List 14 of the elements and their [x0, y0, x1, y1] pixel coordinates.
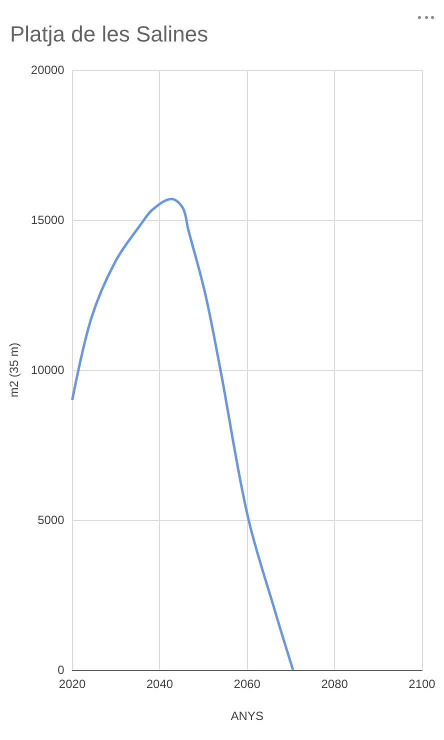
x-tick-label: 2040 [146, 677, 174, 691]
line-series [71, 198, 294, 672]
x-tick-label: 2020 [58, 677, 86, 691]
y-tick-label: 15000 [30, 213, 65, 227]
x-tick-label: 2080 [321, 677, 348, 691]
y-tick-label: 0 [58, 663, 65, 677]
y-tick-label: 5000 [38, 513, 65, 527]
y-tick-label: 20000 [30, 63, 65, 77]
chart-title: Platja de les Salines [10, 22, 208, 46]
x-tick-label: 2100 [408, 677, 436, 691]
y-tick-label: 10000 [30, 363, 65, 377]
y-axis-title: m2 (35 m) [7, 342, 21, 398]
x-axis-title: ANYS [230, 709, 264, 723]
x-tick-label: 2060 [234, 677, 261, 691]
